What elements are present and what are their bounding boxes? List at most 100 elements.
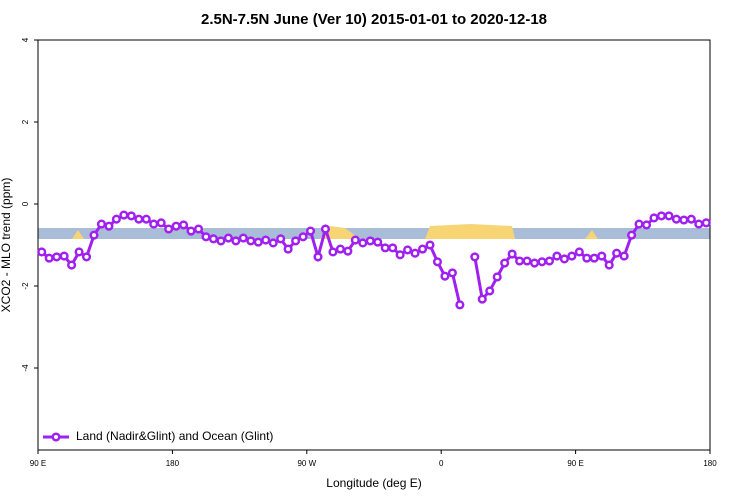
data-point xyxy=(589,253,599,263)
y-tick-label: 4 xyxy=(21,37,30,42)
x-tick-label: 180 xyxy=(703,459,717,468)
data-point xyxy=(417,244,428,254)
data-point xyxy=(186,226,196,236)
data-point xyxy=(276,234,286,244)
data-point xyxy=(380,243,390,253)
y-tick-label: 0 xyxy=(21,201,30,206)
data-point xyxy=(619,251,629,261)
data-point xyxy=(305,226,316,236)
data-point xyxy=(365,236,375,246)
data-point xyxy=(559,254,569,264)
y-tick-label: -2 xyxy=(21,282,30,290)
data-point xyxy=(171,221,181,231)
data-point xyxy=(149,219,159,229)
data-point xyxy=(470,252,480,262)
y-axis-label: XCO2 - MLO trend (ppm) xyxy=(0,178,13,313)
data-point xyxy=(597,251,607,261)
data-point xyxy=(37,247,47,257)
data-point xyxy=(701,218,711,228)
data-point xyxy=(193,224,204,234)
data-point xyxy=(89,230,99,240)
data-point xyxy=(291,236,301,246)
data-point xyxy=(492,272,502,282)
data-point xyxy=(582,253,592,263)
data-point xyxy=(141,214,151,224)
plot-frame xyxy=(37,39,711,451)
data-point xyxy=(134,214,144,224)
y-tick-label: -4 xyxy=(21,364,30,372)
data-point xyxy=(328,247,338,257)
data-point xyxy=(477,294,487,304)
x-tick-label: 0 xyxy=(439,459,444,468)
data-point xyxy=(567,251,577,261)
data-point xyxy=(403,245,413,255)
data-point xyxy=(179,220,189,230)
data-point xyxy=(231,236,241,246)
data-point xyxy=(268,238,278,248)
data-point xyxy=(485,286,495,296)
data-point xyxy=(627,230,637,240)
x-tick-label: 90 E xyxy=(567,459,583,468)
data-point xyxy=(679,215,689,225)
data-point xyxy=(253,237,263,247)
data-point xyxy=(440,271,450,281)
x-tick-label: 90 W xyxy=(297,459,316,468)
data-point xyxy=(686,214,696,224)
data-point xyxy=(656,211,667,221)
data-point xyxy=(425,240,435,250)
data-point xyxy=(544,256,555,266)
data-point xyxy=(529,258,540,268)
data-point xyxy=(552,251,562,261)
data-point xyxy=(395,250,405,260)
data-point xyxy=(126,211,136,221)
data-point xyxy=(410,248,420,258)
data-point xyxy=(216,236,226,246)
data-point xyxy=(455,300,465,310)
data-point xyxy=(104,221,114,231)
data-point xyxy=(119,210,129,220)
data-point xyxy=(358,238,368,248)
data-point xyxy=(335,244,345,254)
data-point xyxy=(350,235,360,245)
data-point xyxy=(246,236,256,246)
data-point xyxy=(201,232,211,242)
data-point xyxy=(507,249,517,259)
x-tick-label: 90 E xyxy=(30,459,46,468)
data-point xyxy=(634,219,644,229)
data-point xyxy=(500,258,510,268)
data-point xyxy=(81,252,92,262)
data-point xyxy=(298,232,308,242)
data-point xyxy=(238,233,248,243)
data-point xyxy=(432,257,443,267)
data-point xyxy=(604,260,614,270)
data-point xyxy=(52,252,62,262)
data-point xyxy=(313,252,323,262)
data-point xyxy=(671,214,681,224)
legend-marker xyxy=(51,432,61,442)
data-point xyxy=(320,224,331,234)
data-point xyxy=(694,219,704,229)
data-point xyxy=(223,233,233,243)
data-point xyxy=(283,244,293,254)
data-point xyxy=(44,253,54,263)
data-point xyxy=(208,234,219,244)
data-point xyxy=(261,235,271,245)
data-point xyxy=(664,211,674,221)
chart-title: 2.5N-7.5N June (Ver 10) 2015-01-01 to 20… xyxy=(201,11,547,28)
data-point xyxy=(388,243,398,253)
data-point xyxy=(522,256,532,266)
data-point xyxy=(515,256,525,266)
data-point xyxy=(612,248,622,258)
data-point xyxy=(343,246,353,256)
data-point xyxy=(111,214,121,224)
map-strip xyxy=(38,224,710,239)
data-point xyxy=(164,224,174,234)
data-point xyxy=(447,268,457,278)
data-point xyxy=(574,247,584,257)
x-axis-label: Longitude (deg E) xyxy=(326,476,421,490)
data-point xyxy=(59,251,69,261)
data-point xyxy=(96,219,107,229)
x-tick-label: 180 xyxy=(166,459,180,468)
